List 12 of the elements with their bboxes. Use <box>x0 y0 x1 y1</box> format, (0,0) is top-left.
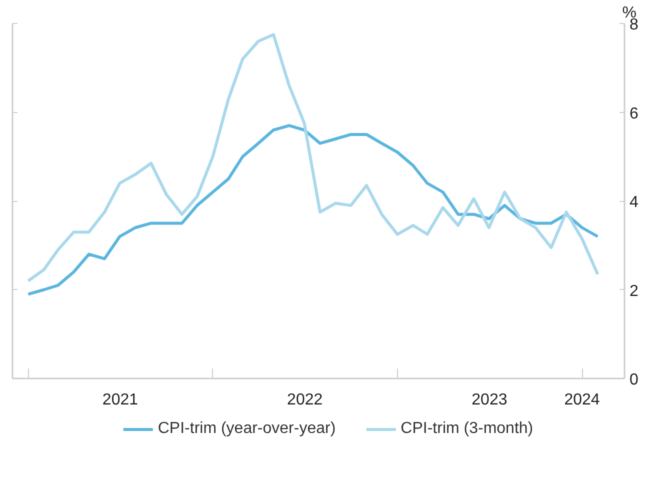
y-tick-label: 0 <box>630 372 638 388</box>
x-tick-label: 2021 <box>102 392 138 408</box>
legend-label: CPI-trim (3-month) <box>400 420 534 438</box>
y-tick-label: 6 <box>630 105 638 122</box>
x-tick-label: 2023 <box>472 392 508 408</box>
x-tick-label: 2024 <box>564 392 600 408</box>
x-tick-label: 2022 <box>287 392 323 408</box>
y-tick-label: 2 <box>630 282 638 300</box>
line-series <box>26 124 600 296</box>
legend-label: CPI-trim (year-over-year) <box>158 420 336 438</box>
line-series <box>26 33 600 282</box>
y-tick-label: 4 <box>630 194 638 211</box>
